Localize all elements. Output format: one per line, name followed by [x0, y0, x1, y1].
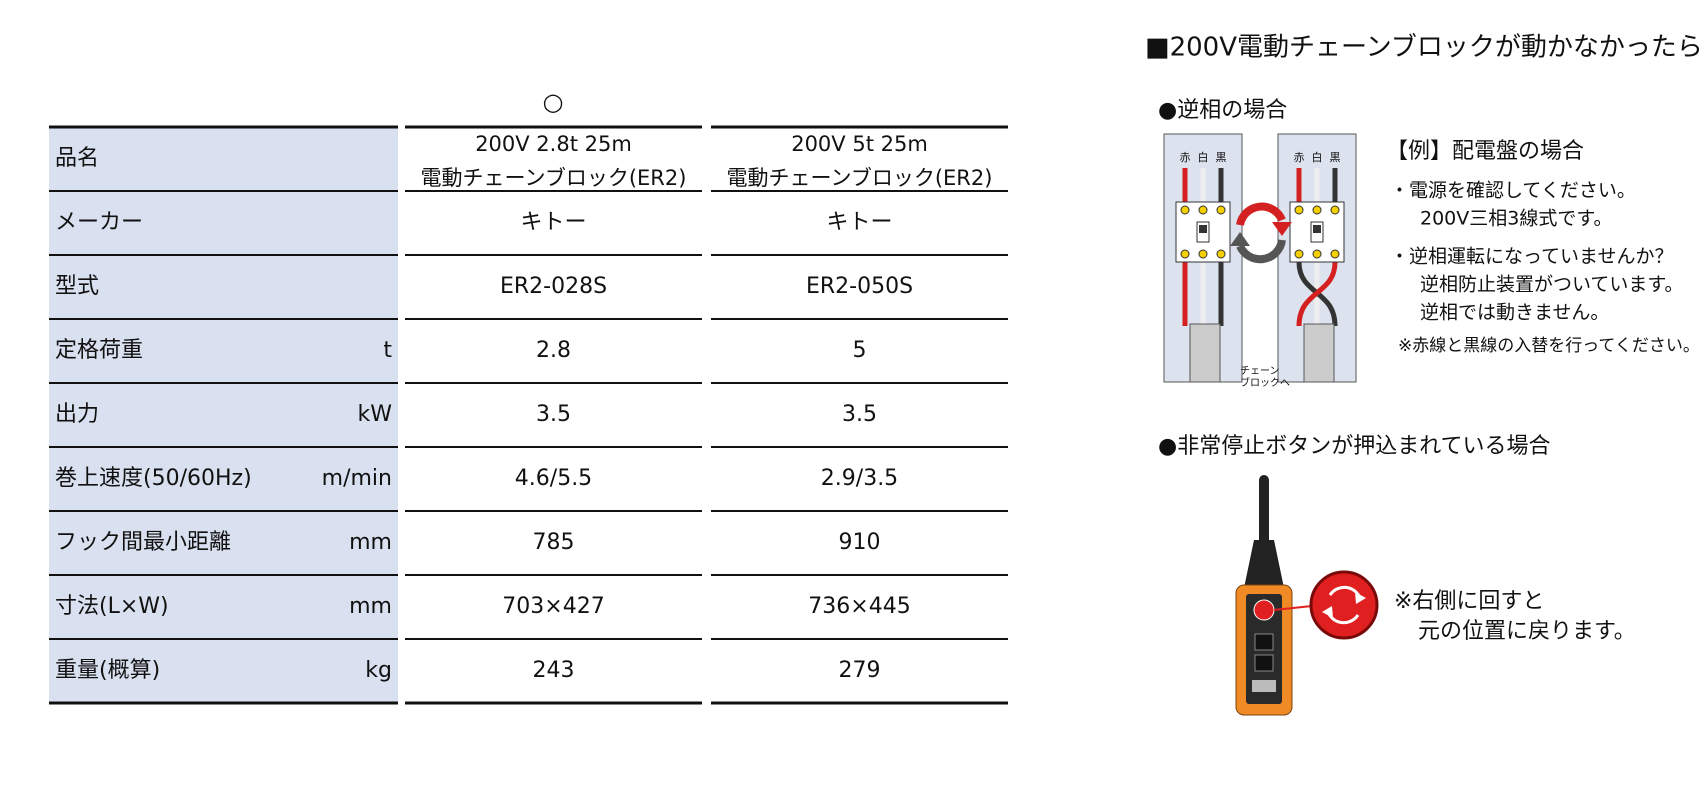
cable-label: ブロックへ	[1240, 376, 1290, 389]
sub-heading: ●非常停止ボタンが押込まれている場合	[1158, 434, 1551, 459]
cell-value: 736×445	[808, 594, 910, 619]
label-cell	[49, 639, 398, 703]
wire-label: 赤	[1180, 151, 1191, 164]
label-cell	[49, 511, 398, 575]
row-label: 定格荷重	[55, 338, 143, 363]
wire-label: 赤	[1294, 151, 1305, 164]
cable-label: チェーン	[1240, 365, 1280, 377]
row-label: 出力	[55, 402, 99, 427]
stop-note: 元の位置に戻ります。	[1418, 619, 1636, 644]
cell-value: 279	[839, 658, 881, 683]
section-title: ■200V電動チェーンブロックが動かなかったら	[1145, 33, 1700, 63]
wire-label: 白	[1198, 150, 1209, 164]
cell-value: 703×427	[502, 594, 604, 619]
row-unit: kg	[365, 658, 392, 683]
header-cell: 200V 2.8t 25m	[475, 132, 632, 156]
label-cell	[49, 447, 398, 511]
caution: ※赤線と黒線の入替を行ってください。	[1398, 336, 1700, 356]
label-cell	[49, 127, 398, 191]
table-marker: ○	[543, 88, 564, 116]
header-cell: 電動チェーンブロック(ER2)	[421, 166, 687, 190]
cell-value: 2.8	[536, 338, 571, 363]
wire-label: 白	[1312, 150, 1323, 164]
pendant-diagram	[1235, 475, 1379, 716]
cell-value: キトー	[826, 210, 892, 235]
note-line: 逆相防止装置がついています。	[1420, 274, 1684, 296]
cell-value: 3.5	[536, 402, 571, 427]
row-unit: t	[383, 338, 392, 363]
header-label: 品名	[55, 146, 99, 171]
note-line: 200V三相3線式です。	[1420, 208, 1612, 230]
wire-label: 黒	[1216, 151, 1227, 164]
row-label: 型式	[55, 274, 99, 299]
example-heading: 【例】配電盤の場合	[1386, 139, 1584, 164]
row-label: フック間最小距離	[55, 530, 231, 555]
cell-value: 3.5	[842, 402, 877, 427]
label-cell	[49, 383, 398, 447]
reverse-phase-diagram	[1163, 133, 1357, 383]
row-label: 重量(概算)	[55, 658, 160, 683]
cell-value: ER2-050S	[806, 274, 913, 299]
cell-value: 5	[853, 338, 867, 363]
cell-value: キトー	[520, 210, 586, 235]
cell-value: 2.9/3.5	[821, 466, 898, 491]
row-label: 寸法(L×W)	[55, 594, 169, 619]
cell-value: 785	[533, 530, 575, 555]
note-line: ・電源を確認してください。	[1390, 180, 1636, 202]
label-cell	[49, 255, 398, 319]
row-unit: mm	[349, 594, 392, 619]
label-cell	[49, 575, 398, 639]
row-unit: kW	[358, 402, 393, 427]
note-line: ・逆相運転になっていませんか？	[1390, 246, 1673, 268]
row-unit: mm	[349, 530, 392, 555]
cell-value: 4.6/5.5	[515, 466, 592, 491]
header-cell: 200V 5t 25m	[791, 132, 928, 156]
label-cell	[49, 191, 398, 255]
cell-value: ER2-028S	[500, 274, 607, 299]
row-label: 巻上速度(50/60Hz)	[55, 466, 252, 491]
label-cell	[49, 319, 398, 383]
sub-heading: ●逆相の場合	[1158, 98, 1287, 123]
header-cell: 電動チェーンブロック(ER2)	[727, 166, 993, 190]
stop-note: ※右側に回すと	[1394, 589, 1544, 614]
wire-label: 黒	[1330, 151, 1341, 164]
cell-value: 910	[839, 530, 881, 555]
cell-value: 243	[533, 658, 575, 683]
row-label: メーカー	[55, 210, 143, 235]
note-line: 逆相では動きません。	[1420, 302, 1609, 324]
row-unit: m/min	[322, 466, 392, 491]
